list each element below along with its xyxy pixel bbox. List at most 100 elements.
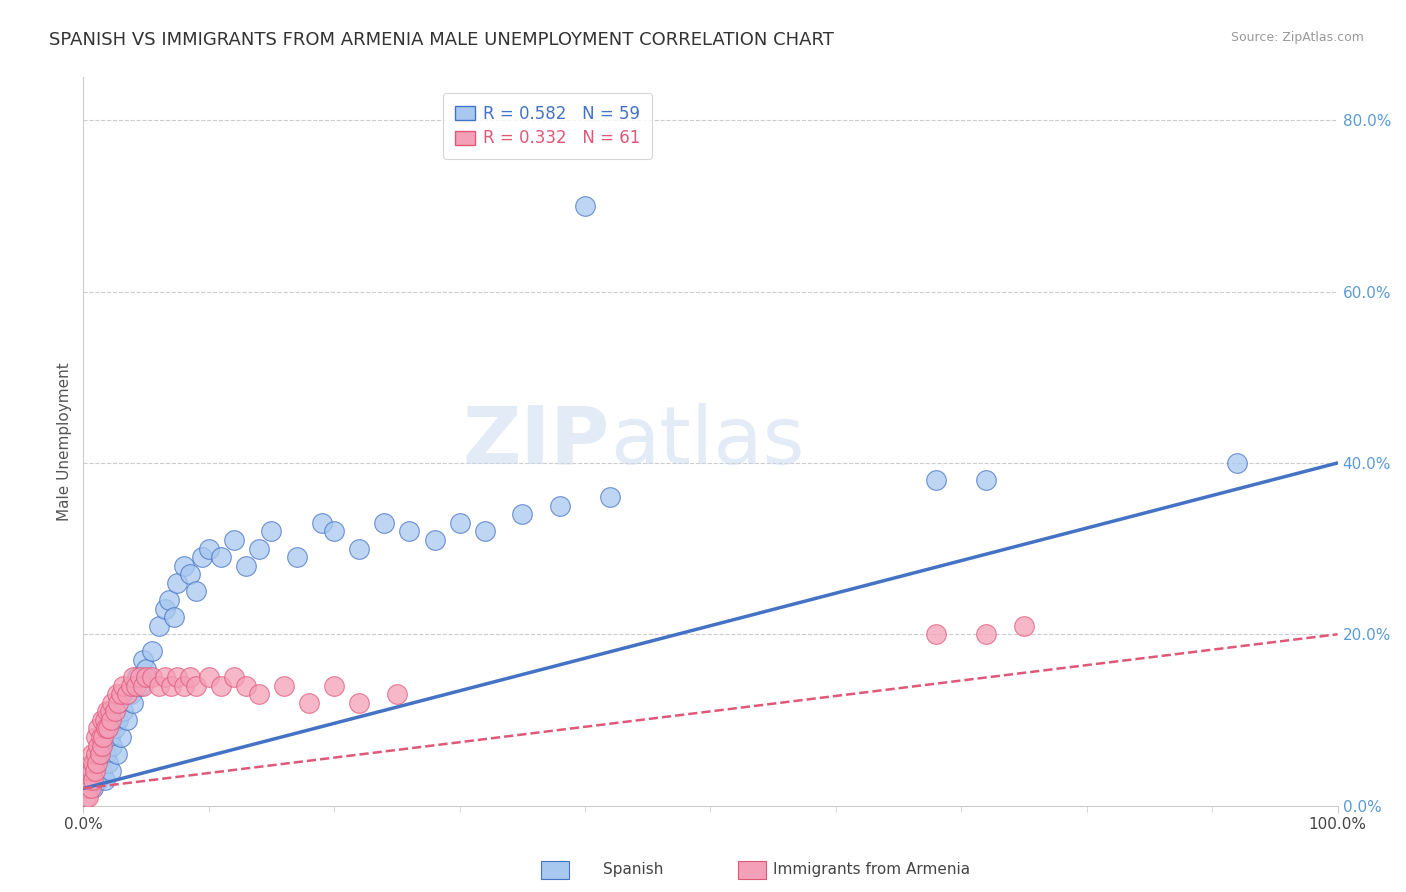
Point [110,687,132,701]
Point [97,722,120,736]
Point [96,704,118,718]
Point [128,679,150,693]
Point [186,679,208,693]
Point [98,704,121,718]
Point [166,670,188,684]
Point [135,670,157,684]
Point [100,764,122,779]
Text: ZIP: ZIP [463,402,610,481]
Point [87,739,110,753]
Point [311,516,333,530]
Point [77,790,100,805]
Point [186,584,208,599]
Point [247,687,270,701]
Point [166,575,188,590]
Point [1012,618,1035,632]
Point [247,541,270,556]
Point [976,473,998,487]
Point [105,687,128,701]
Point [599,490,621,504]
Point [112,704,135,718]
Point [93,730,115,744]
Point [474,524,496,539]
Point [209,550,232,565]
Point [83,764,105,779]
Point [76,781,98,796]
Point [105,747,128,762]
Point [222,670,245,684]
Point [90,730,112,744]
Point [87,722,110,736]
Point [94,722,117,736]
Point [323,679,346,693]
Point [82,756,104,770]
Point [93,713,115,727]
Point [87,772,110,787]
Point [925,627,948,641]
Point [285,550,308,565]
Point [148,679,170,693]
Point [125,679,148,693]
Point [298,696,321,710]
Point [162,610,184,624]
Legend: R = 0.582   N = 59, R = 0.332   N = 61: R = 0.582 N = 59, R = 0.332 N = 61 [443,93,652,159]
Point [89,747,111,762]
Point [120,679,142,693]
Point [120,687,142,701]
Point [1226,456,1249,470]
Point [132,653,155,667]
Point [101,696,124,710]
Point [209,679,232,693]
Point [91,764,114,779]
Point [112,679,135,693]
Point [157,593,180,607]
Point [79,764,101,779]
Point [84,756,107,770]
Point [398,524,420,539]
Point [141,644,163,658]
Point [373,516,395,530]
Text: SPANISH VS IMMIGRANTS FROM ARMENIA MALE UNEMPLOYMENT CORRELATION CHART: SPANISH VS IMMIGRANTS FROM ARMENIA MALE … [49,31,834,49]
Point [273,679,295,693]
Point [82,781,104,796]
Point [132,679,155,693]
Point [75,790,97,805]
Point [191,550,214,565]
Point [173,679,195,693]
Point [79,772,101,787]
Point [115,713,138,727]
Point [127,670,149,684]
Point [449,516,471,530]
Point [80,772,103,787]
Point [179,567,201,582]
Point [93,739,115,753]
Point [423,533,446,547]
Text: atlas: atlas [610,402,804,481]
Point [104,704,127,718]
Point [86,756,108,770]
Point [976,627,998,641]
Point [510,508,533,522]
Point [141,670,163,684]
Point [235,679,257,693]
Point [173,558,195,573]
Point [107,696,129,710]
Point [82,772,104,787]
Point [222,533,245,547]
Text: Immigrants from Armenia: Immigrants from Armenia [773,863,970,877]
Point [115,687,138,701]
Point [349,541,371,556]
Y-axis label: Male Unemployment: Male Unemployment [58,362,72,521]
Point [107,713,129,727]
Point [93,772,115,787]
Point [235,558,257,573]
Point [80,764,103,779]
Point [80,747,103,762]
Point [197,541,219,556]
Point [79,781,101,796]
Point [260,524,283,539]
Point [925,473,948,487]
Point [135,661,157,675]
Point [94,747,117,762]
Point [153,601,176,615]
